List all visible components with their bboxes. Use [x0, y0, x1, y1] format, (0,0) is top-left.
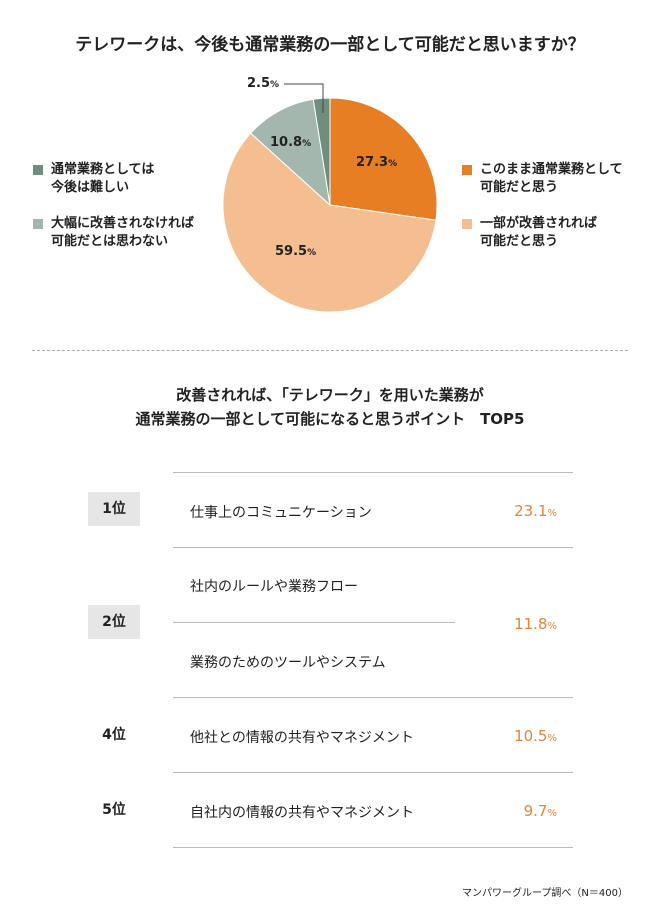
- rank-5: 5位: [102, 802, 126, 818]
- rank-4: 4位: [102, 727, 126, 743]
- source-note: マンパワーグループ調べ（N＝400）: [462, 888, 628, 899]
- row-divider: [173, 847, 573, 848]
- rank-1: 1位: [88, 492, 140, 526]
- legend-swatch: [33, 165, 43, 175]
- item-4: 他社との情報の共有やマネジメント: [190, 730, 414, 746]
- row-divider: [173, 472, 573, 473]
- rank-2: 2位: [88, 605, 140, 639]
- value-5: 9.7%: [523, 802, 557, 820]
- row-divider: [173, 622, 455, 623]
- legend-as-is: このまま通常業務として 可能だと思う: [462, 161, 623, 197]
- pie-slice-1: [222, 132, 437, 313]
- legend-major-improvement: 大幅に改善されなければ 可能だとは思わない: [33, 215, 194, 251]
- pie-slice-0: [329, 97, 438, 221]
- data-label-27: 27.3%: [356, 155, 398, 170]
- item-1: 仕事上のコミュニケーション: [190, 505, 372, 521]
- pie-title: テレワークは、今後も通常業務の一部として可能だと思いますか？: [75, 35, 585, 55]
- row-divider: [173, 547, 573, 548]
- legend-difficult: 通常業務としては 今後は難しい: [33, 161, 154, 197]
- divider: [32, 350, 628, 351]
- pie-slice-3: [312, 97, 331, 206]
- item-2a: 社内のルールや業務フロー: [190, 579, 358, 595]
- value-2: 11.8%: [514, 615, 557, 633]
- data-label-10: 10.8%: [270, 135, 312, 150]
- row-divider: [173, 772, 573, 773]
- legend-swatch: [462, 165, 472, 175]
- data-label-2: 2.5%: [247, 76, 280, 91]
- ranking-title: 改善されれば、「テレワーク」を用いた業務が 通常業務の一部として可能になると思うポ…: [135, 386, 525, 428]
- legend-swatch: [33, 219, 43, 229]
- value-1: 23.1%: [514, 502, 557, 520]
- data-label-59: 59.5%: [275, 244, 317, 259]
- pie-chart: [222, 83, 438, 313]
- item-5: 自社内の情報の共有やマネジメント: [190, 805, 414, 821]
- leader-line: [284, 83, 324, 113]
- value-4: 10.5%: [514, 727, 557, 745]
- row-divider: [173, 697, 573, 698]
- legend-swatch: [462, 219, 472, 229]
- item-2b: 業務のためのツールやシステム: [190, 655, 386, 671]
- legend-partial-improvement: 一部が改善されれば 可能だと思う: [462, 215, 597, 251]
- pie-slice-2: [249, 98, 331, 207]
